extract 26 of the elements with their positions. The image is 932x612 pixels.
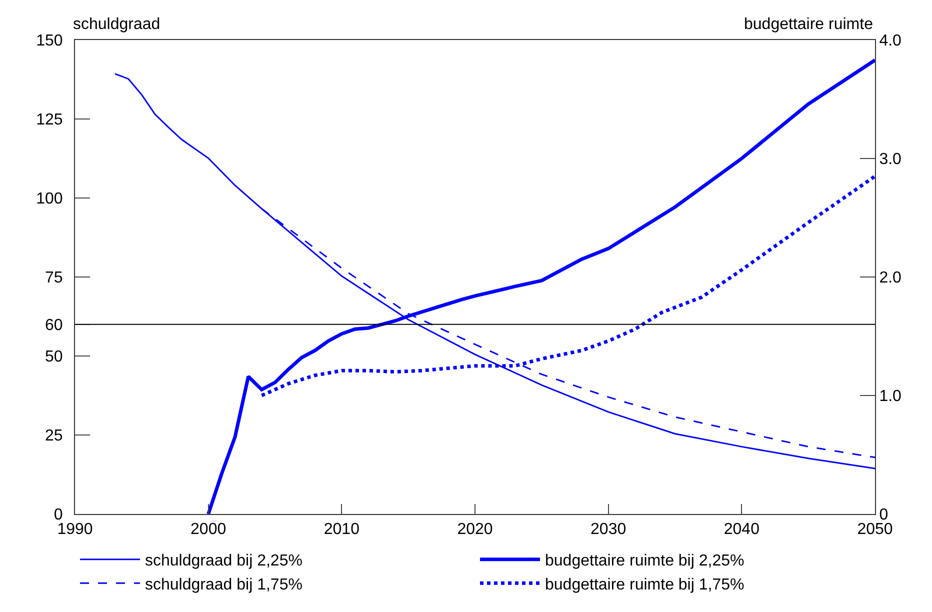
- y-tick-label: 100: [36, 190, 63, 208]
- x-tick-label: 2040: [724, 521, 760, 538]
- legend-label: schuldgraad bij 1,75%: [145, 576, 302, 594]
- y2-axis-title: budgettaire ruimte: [744, 16, 874, 33]
- y-tick-label: 75: [45, 270, 63, 287]
- y-tick-label: 50: [45, 348, 63, 366]
- x-tick-label: 2000: [190, 521, 226, 538]
- legend-label: budgettaire ruimte bij 2,25%: [545, 552, 744, 570]
- y-tick-label: 125: [36, 112, 63, 129]
- legend-label: budgettaire ruimte bij 1,75%: [545, 576, 744, 594]
- y2-tick-label: 0: [879, 506, 888, 524]
- y-tick-label: 150: [36, 32, 63, 50]
- x-tick-label: 2010: [324, 521, 360, 538]
- x-tick-label: 2030: [590, 521, 626, 538]
- y-tick-label: 25: [45, 428, 63, 445]
- x-tick-label: 2050: [857, 521, 893, 538]
- y-tick-label: 0: [54, 506, 63, 524]
- y2-tick-label: 1.0: [879, 388, 902, 406]
- y-axis-title: schuldgraad: [73, 16, 160, 33]
- x-tick-label: 2020: [457, 521, 493, 538]
- y2-tick-label: 3.0: [879, 151, 902, 168]
- y2-tick-label: 4.0: [879, 32, 902, 50]
- x-tick-label: 1990: [57, 521, 93, 538]
- legend-label: schuldgraad bij 2,25%: [145, 552, 302, 570]
- y2-tick-label: 2.0: [879, 270, 902, 287]
- y-tick-label: 60: [45, 317, 63, 334]
